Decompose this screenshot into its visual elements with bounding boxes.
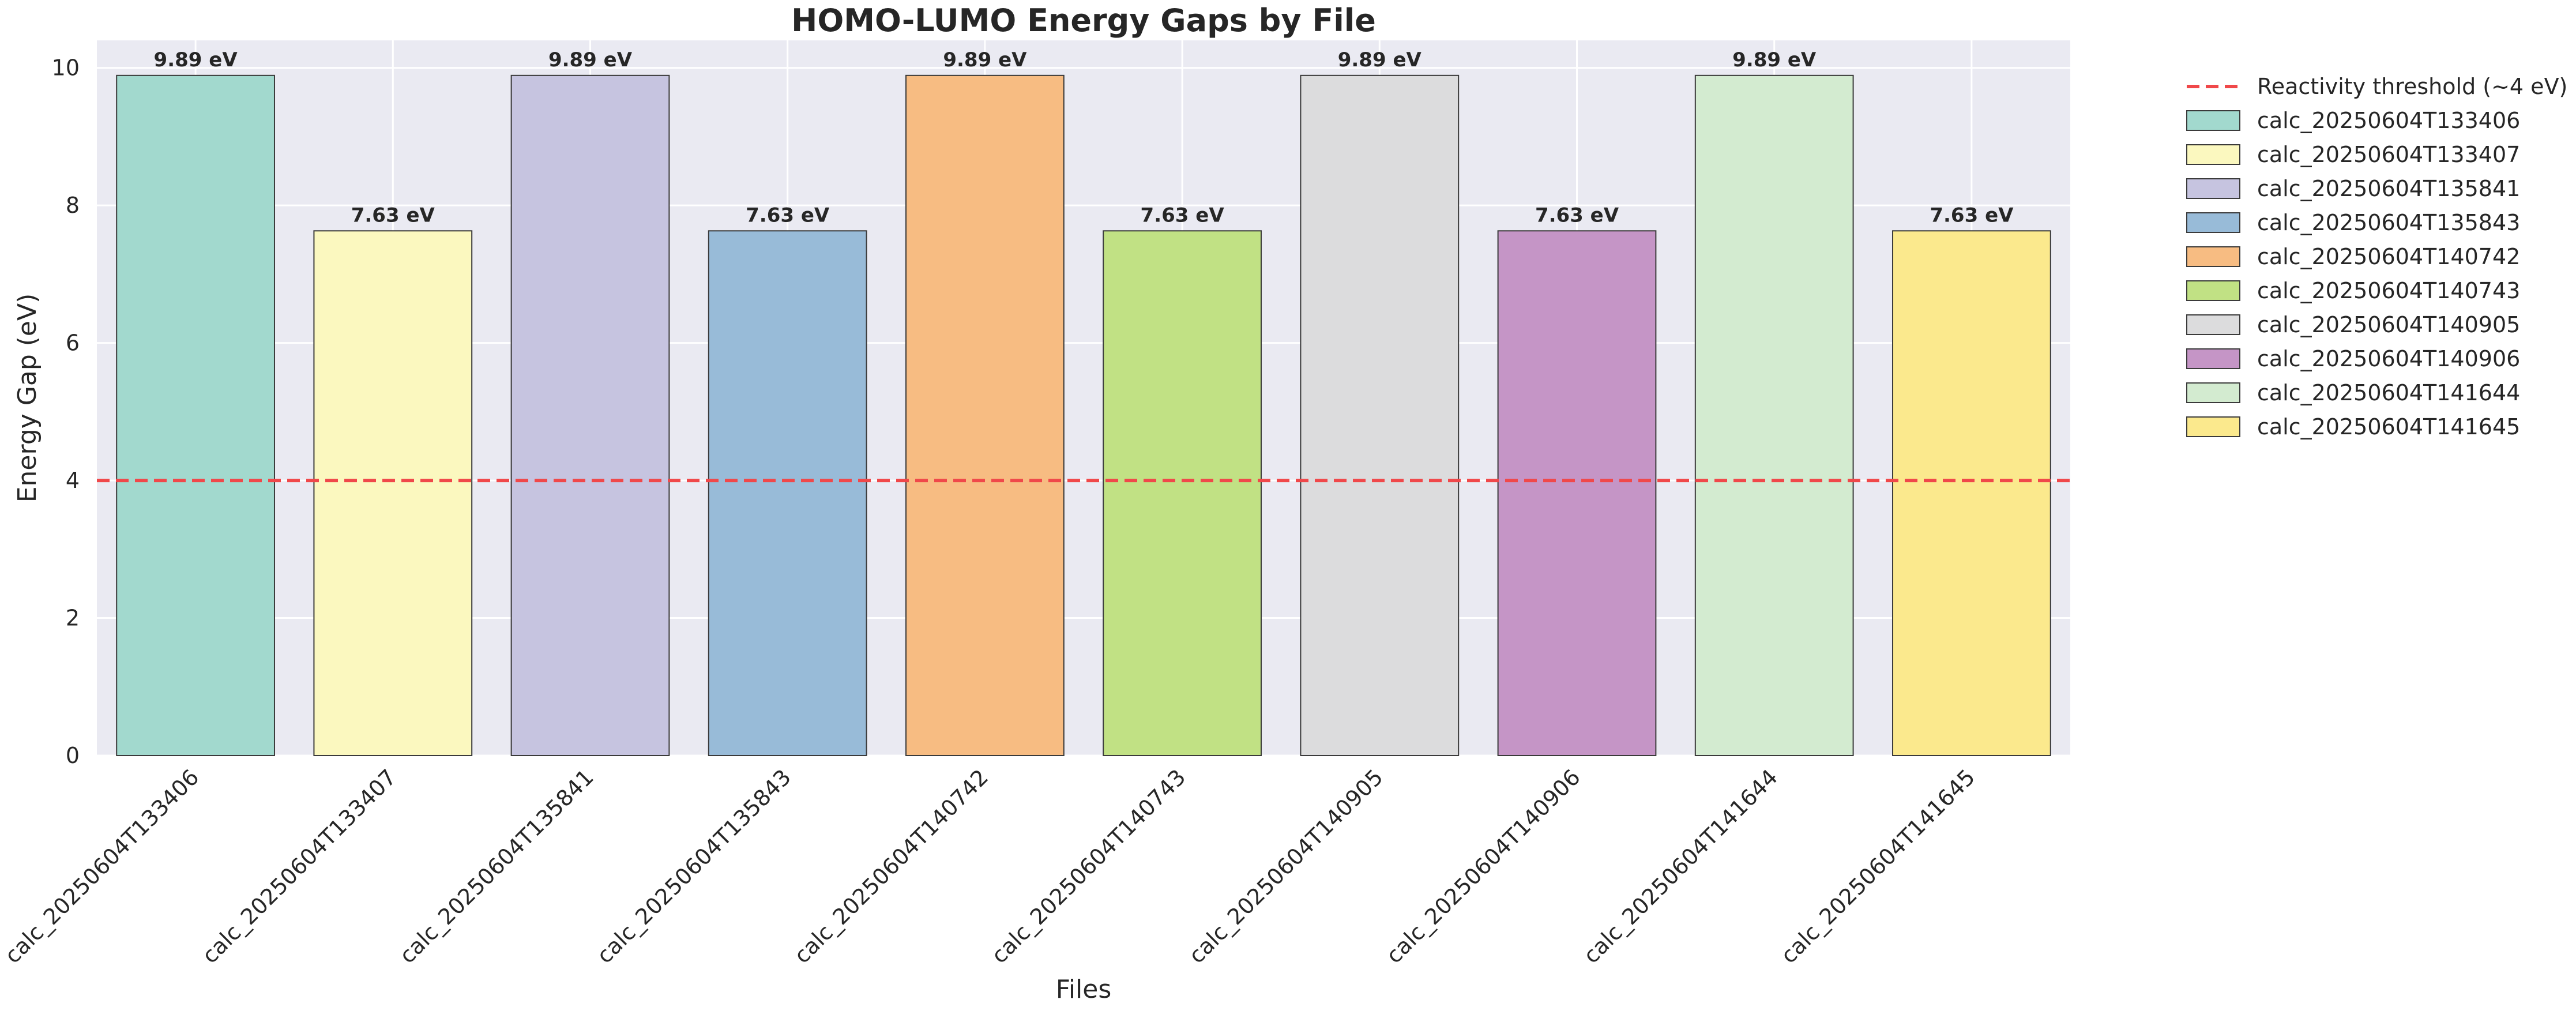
bar [708, 230, 867, 756]
legend: Reactivity threshold (~4 eV) calc_2025060… [2186, 74, 2567, 439]
x-tick-label: calc_20250604T133406 [0, 764, 204, 968]
bar [510, 74, 670, 756]
legend-label: calc_20250604T140742 [2257, 244, 2520, 269]
legend-swatch [2186, 280, 2240, 301]
data-label: 9.89 eV [154, 48, 238, 72]
bar [1300, 74, 1460, 756]
y-tick-label: 0 [66, 743, 80, 768]
bar [313, 230, 473, 756]
x-tick-label: calc_20250604T141644 [1578, 764, 1782, 968]
x-tick-label: calc_20250604T140905 [1184, 764, 1388, 968]
y-tick-label: 10 [52, 55, 80, 81]
legend-label: calc_20250604T141644 [2257, 380, 2520, 405]
x-tick-label: calc_20250604T140743 [987, 764, 1191, 968]
x-tick-label: calc_20250604T140742 [789, 764, 993, 968]
bar [1892, 230, 2051, 756]
x-axis-ticks: calc_20250604T133406calc_20250604T133407… [0, 764, 1980, 968]
y-axis-label: Energy Gap (eV) [13, 294, 42, 503]
x-tick-label: calc_20250604T135841 [394, 764, 599, 968]
legend-label: calc_20250604T135843 [2257, 210, 2520, 235]
legend-label: calc_20250604T140743 [2257, 278, 2520, 303]
y-tick-label: 8 [66, 193, 80, 218]
legend-swatch [2186, 348, 2240, 369]
chart-title: HOMO-LUMO Energy Gaps by File [791, 2, 1376, 39]
y-tick-label: 4 [66, 468, 80, 493]
legend-swatch [2186, 144, 2240, 165]
bar [1103, 230, 1262, 756]
data-label: 7.63 eV [746, 204, 830, 227]
data-label: 9.89 eV [1338, 48, 1422, 72]
y-tick-label: 6 [66, 330, 80, 356]
y-axis-ticks: 0 2 4 6 8 10 [52, 55, 80, 768]
legend-swatch [2186, 110, 2240, 131]
bar [1694, 74, 1854, 756]
data-label: 9.89 eV [943, 48, 1027, 72]
legend-swatch [2186, 246, 2240, 267]
data-label: 7.63 eV [1141, 204, 1225, 227]
bars [116, 74, 2051, 756]
x-tick-label: calc_20250604T133407 [197, 764, 401, 968]
x-axis-label: Files [1056, 975, 1112, 1004]
data-labels: 9.89 eV 7.63 eV 9.89 eV 7.63 eV 9.89 eV 7.63 … [154, 48, 2014, 227]
legend-label: calc_20250604T135841 [2257, 176, 2520, 201]
legend-swatch [2186, 416, 2240, 437]
data-label: 7.63 eV [1535, 204, 1619, 227]
legend-label: Reactivity threshold (~4 eV) [2257, 74, 2567, 99]
legend-label: calc_20250604T140906 [2257, 346, 2520, 371]
legend-label: calc_20250604T141645 [2257, 414, 2520, 439]
legend-label: calc_20250604T140905 [2257, 312, 2520, 337]
bar [116, 74, 275, 756]
legend-swatch [2186, 212, 2240, 233]
data-label: 9.89 eV [1732, 48, 1817, 72]
legend-swatch [2186, 178, 2240, 199]
data-label: 7.63 eV [351, 204, 435, 227]
legend-swatch [2186, 382, 2240, 403]
x-tick-label: calc_20250604T141645 [1776, 764, 1980, 968]
legend-label: calc_20250604T133406 [2257, 108, 2520, 133]
x-tick-label: calc_20250604T135843 [592, 764, 796, 968]
bar [1497, 230, 1657, 756]
legend-swatch [2186, 314, 2240, 335]
data-label: 9.89 eV [548, 48, 633, 72]
y-tick-label: 2 [66, 606, 80, 631]
legend-label: calc_20250604T133407 [2257, 142, 2520, 167]
bar [905, 74, 1065, 756]
x-tick-label: calc_20250604T140906 [1381, 764, 1585, 968]
data-label: 7.63 eV [1930, 204, 2014, 227]
